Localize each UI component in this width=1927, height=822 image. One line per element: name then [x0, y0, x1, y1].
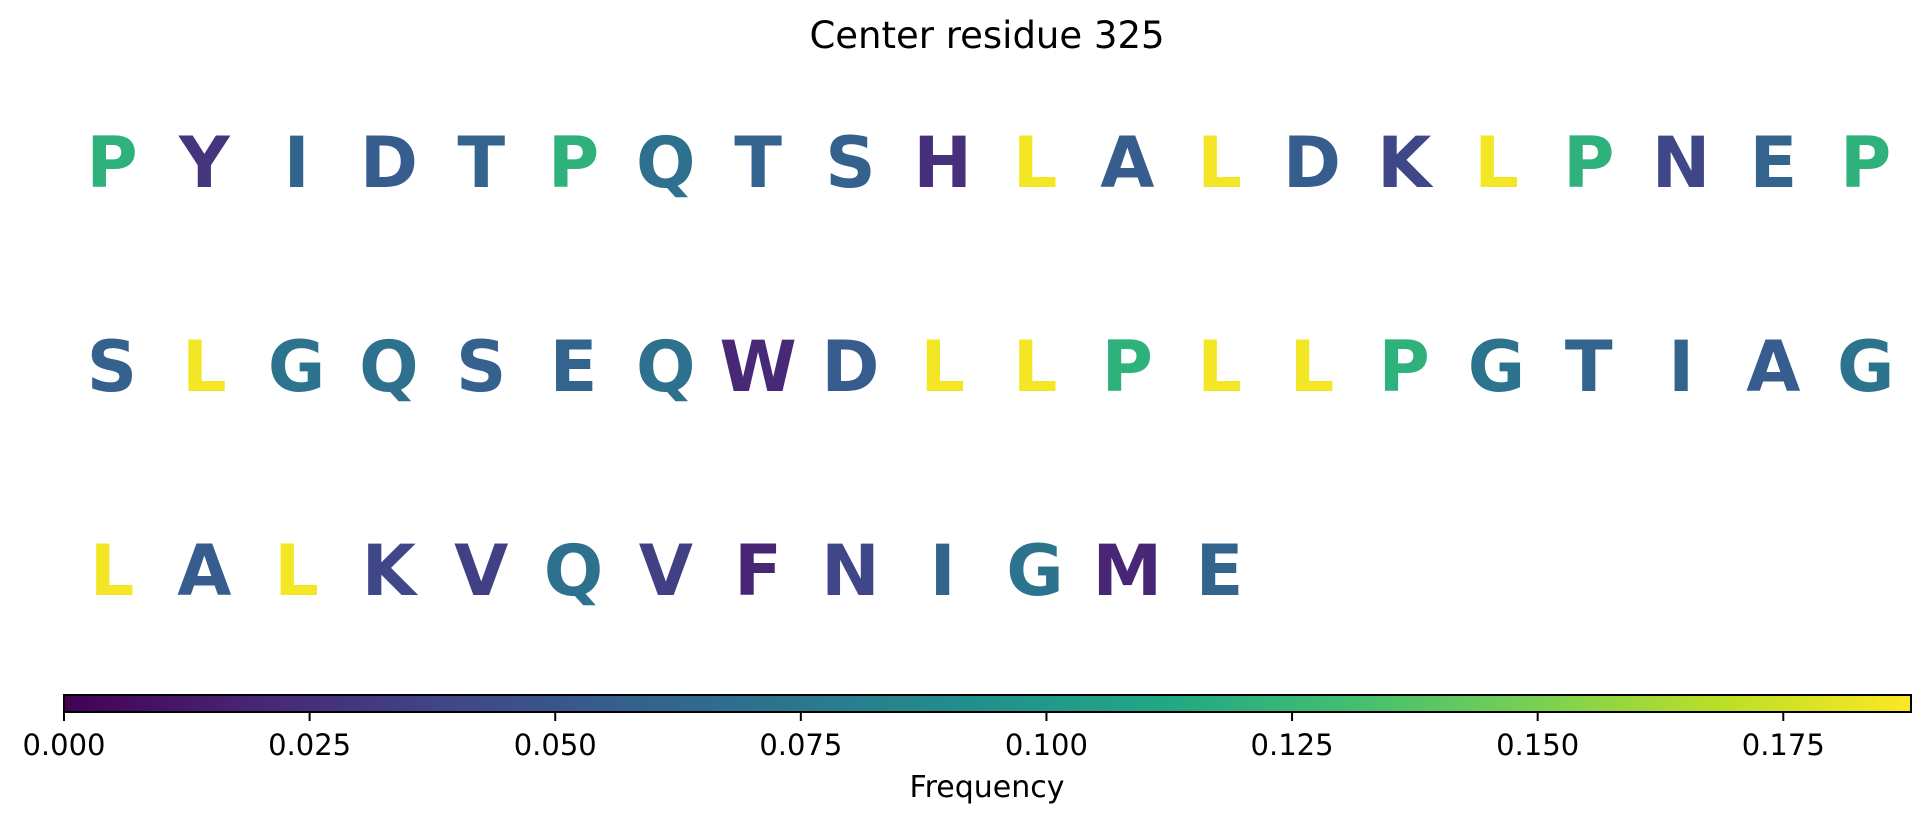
residue-letter: G — [1006, 530, 1063, 612]
colorbar-tick-label: 0.125 — [1251, 728, 1334, 762]
residue-letter: L — [274, 530, 319, 612]
residue-letter: W — [719, 326, 796, 408]
residue-letter: N — [1652, 122, 1711, 204]
residue-letter: L — [1013, 326, 1058, 408]
colorbar-ticks: 0.000 0.025 0.050 0.075 0.100 0.125 0.150 0.175 — [22, 712, 1825, 762]
colorbar-tick-label: 0.175 — [1742, 728, 1825, 762]
residue-letter: T — [734, 122, 782, 204]
residue-letter: Q — [359, 326, 419, 408]
residue-letter: L — [1474, 122, 1519, 204]
residue-letter: S — [87, 326, 137, 408]
colorbar-tick-label: 0.100 — [1005, 728, 1088, 762]
colorbar-tick-label: 0.150 — [1496, 728, 1579, 762]
chart-title: Center residue 325 — [809, 14, 1164, 57]
residue-letter: P — [548, 122, 599, 204]
residue-letter: D — [1283, 122, 1341, 204]
residue-letter: D — [360, 122, 418, 204]
residue-letter: A — [1100, 122, 1154, 204]
residue-letter: L — [1197, 326, 1242, 408]
residue-letter: L — [920, 326, 965, 408]
residue-letter: P — [1102, 326, 1153, 408]
residue-letter: Q — [544, 530, 604, 612]
residue-letter: P — [86, 122, 137, 204]
colorbar-tick-label: 0.000 — [22, 728, 105, 762]
residue-letter: L — [182, 326, 227, 408]
residue-letter: K — [362, 530, 419, 612]
residue-letter: L — [1197, 122, 1242, 204]
colorbar-label: Frequency — [910, 770, 1065, 805]
residue-letter: I — [1668, 326, 1694, 408]
residue-letter: P — [1563, 122, 1614, 204]
residue-letter: Q — [636, 326, 696, 408]
residue-letter: H — [913, 122, 972, 204]
colorbar-gradient — [63, 694, 1912, 713]
colorbar: 0.000 0.025 0.050 0.075 0.100 0.125 0.150 0.175… — [22, 694, 1912, 805]
residue-letter: T — [457, 122, 505, 204]
residue-letter: E — [1749, 122, 1797, 204]
residue-letter: S — [825, 122, 875, 204]
residue-letter: G — [1468, 326, 1525, 408]
residue-letter: A — [177, 530, 231, 612]
residue-letter: A — [1746, 326, 1800, 408]
residue-letter: P — [1840, 122, 1891, 204]
residue-letter: M — [1092, 530, 1162, 612]
residue-letter: I — [930, 530, 956, 612]
residue-letter: I — [284, 122, 310, 204]
residue-letter: F — [734, 530, 782, 612]
colorbar-tick-label: 0.050 — [514, 728, 597, 762]
residue-letter: P — [1379, 326, 1430, 408]
residue-letter: V — [454, 530, 508, 612]
residue-letter: V — [639, 530, 693, 612]
residue-letter: N — [821, 530, 880, 612]
residue-letter: E — [1196, 530, 1244, 612]
residue-letter: L — [1013, 122, 1058, 204]
residue-letter: Q — [636, 122, 696, 204]
residue-letter: L — [1290, 326, 1335, 408]
sequence-letters: P Y I D T P Q T S H L A L D K L P N E PS L G Q S E Q W D L L P L L P G T I A G… — [86, 122, 1894, 612]
residue-letter: S — [456, 326, 506, 408]
residue-letter: G — [268, 326, 325, 408]
residue-letter: L — [90, 530, 135, 612]
colorbar-tick-label: 0.075 — [759, 728, 842, 762]
residue-letter: K — [1377, 122, 1434, 204]
colorbar-tick-label: 0.025 — [268, 728, 351, 762]
residue-letter: G — [1837, 326, 1894, 408]
residue-letter: D — [821, 326, 879, 408]
residue-letter: Y — [178, 122, 231, 204]
residue-letter: T — [1565, 326, 1613, 408]
residue-letter: E — [550, 326, 598, 408]
